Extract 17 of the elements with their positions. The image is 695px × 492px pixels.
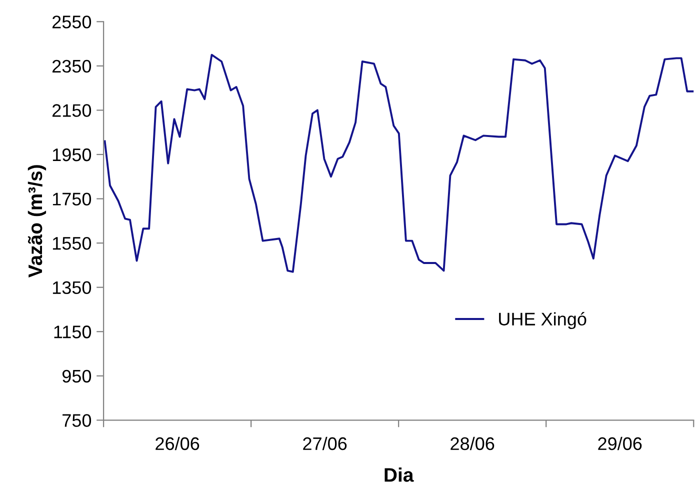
x-axis-title: Dia	[384, 468, 414, 482]
y-tick-label: 1350	[52, 281, 92, 294]
y-tick-label: 1150	[54, 326, 92, 338]
legend-label: UHE Xingó	[499, 312, 586, 330]
x-tick-label: 28/06	[450, 436, 494, 450]
y-tick-label: 750	[62, 414, 92, 427]
y-tick-label: 1550	[52, 236, 92, 250]
y-tick-label: 2550	[52, 16, 92, 28]
y-tick-label: 1950	[52, 148, 92, 162]
y-tick-label: 1750	[52, 192, 92, 206]
x-tick-label: 26/06	[156, 436, 200, 450]
y-axis-title: Vazão (m³/s)	[28, 165, 46, 278]
x-tick-label: 27/06	[303, 436, 347, 450]
y-tick-label: 2350	[52, 60, 92, 73]
x-tick-label: 29/06	[598, 436, 642, 450]
y-tick-label: 950	[62, 370, 92, 383]
y-tick-label: 2150	[52, 104, 92, 117]
